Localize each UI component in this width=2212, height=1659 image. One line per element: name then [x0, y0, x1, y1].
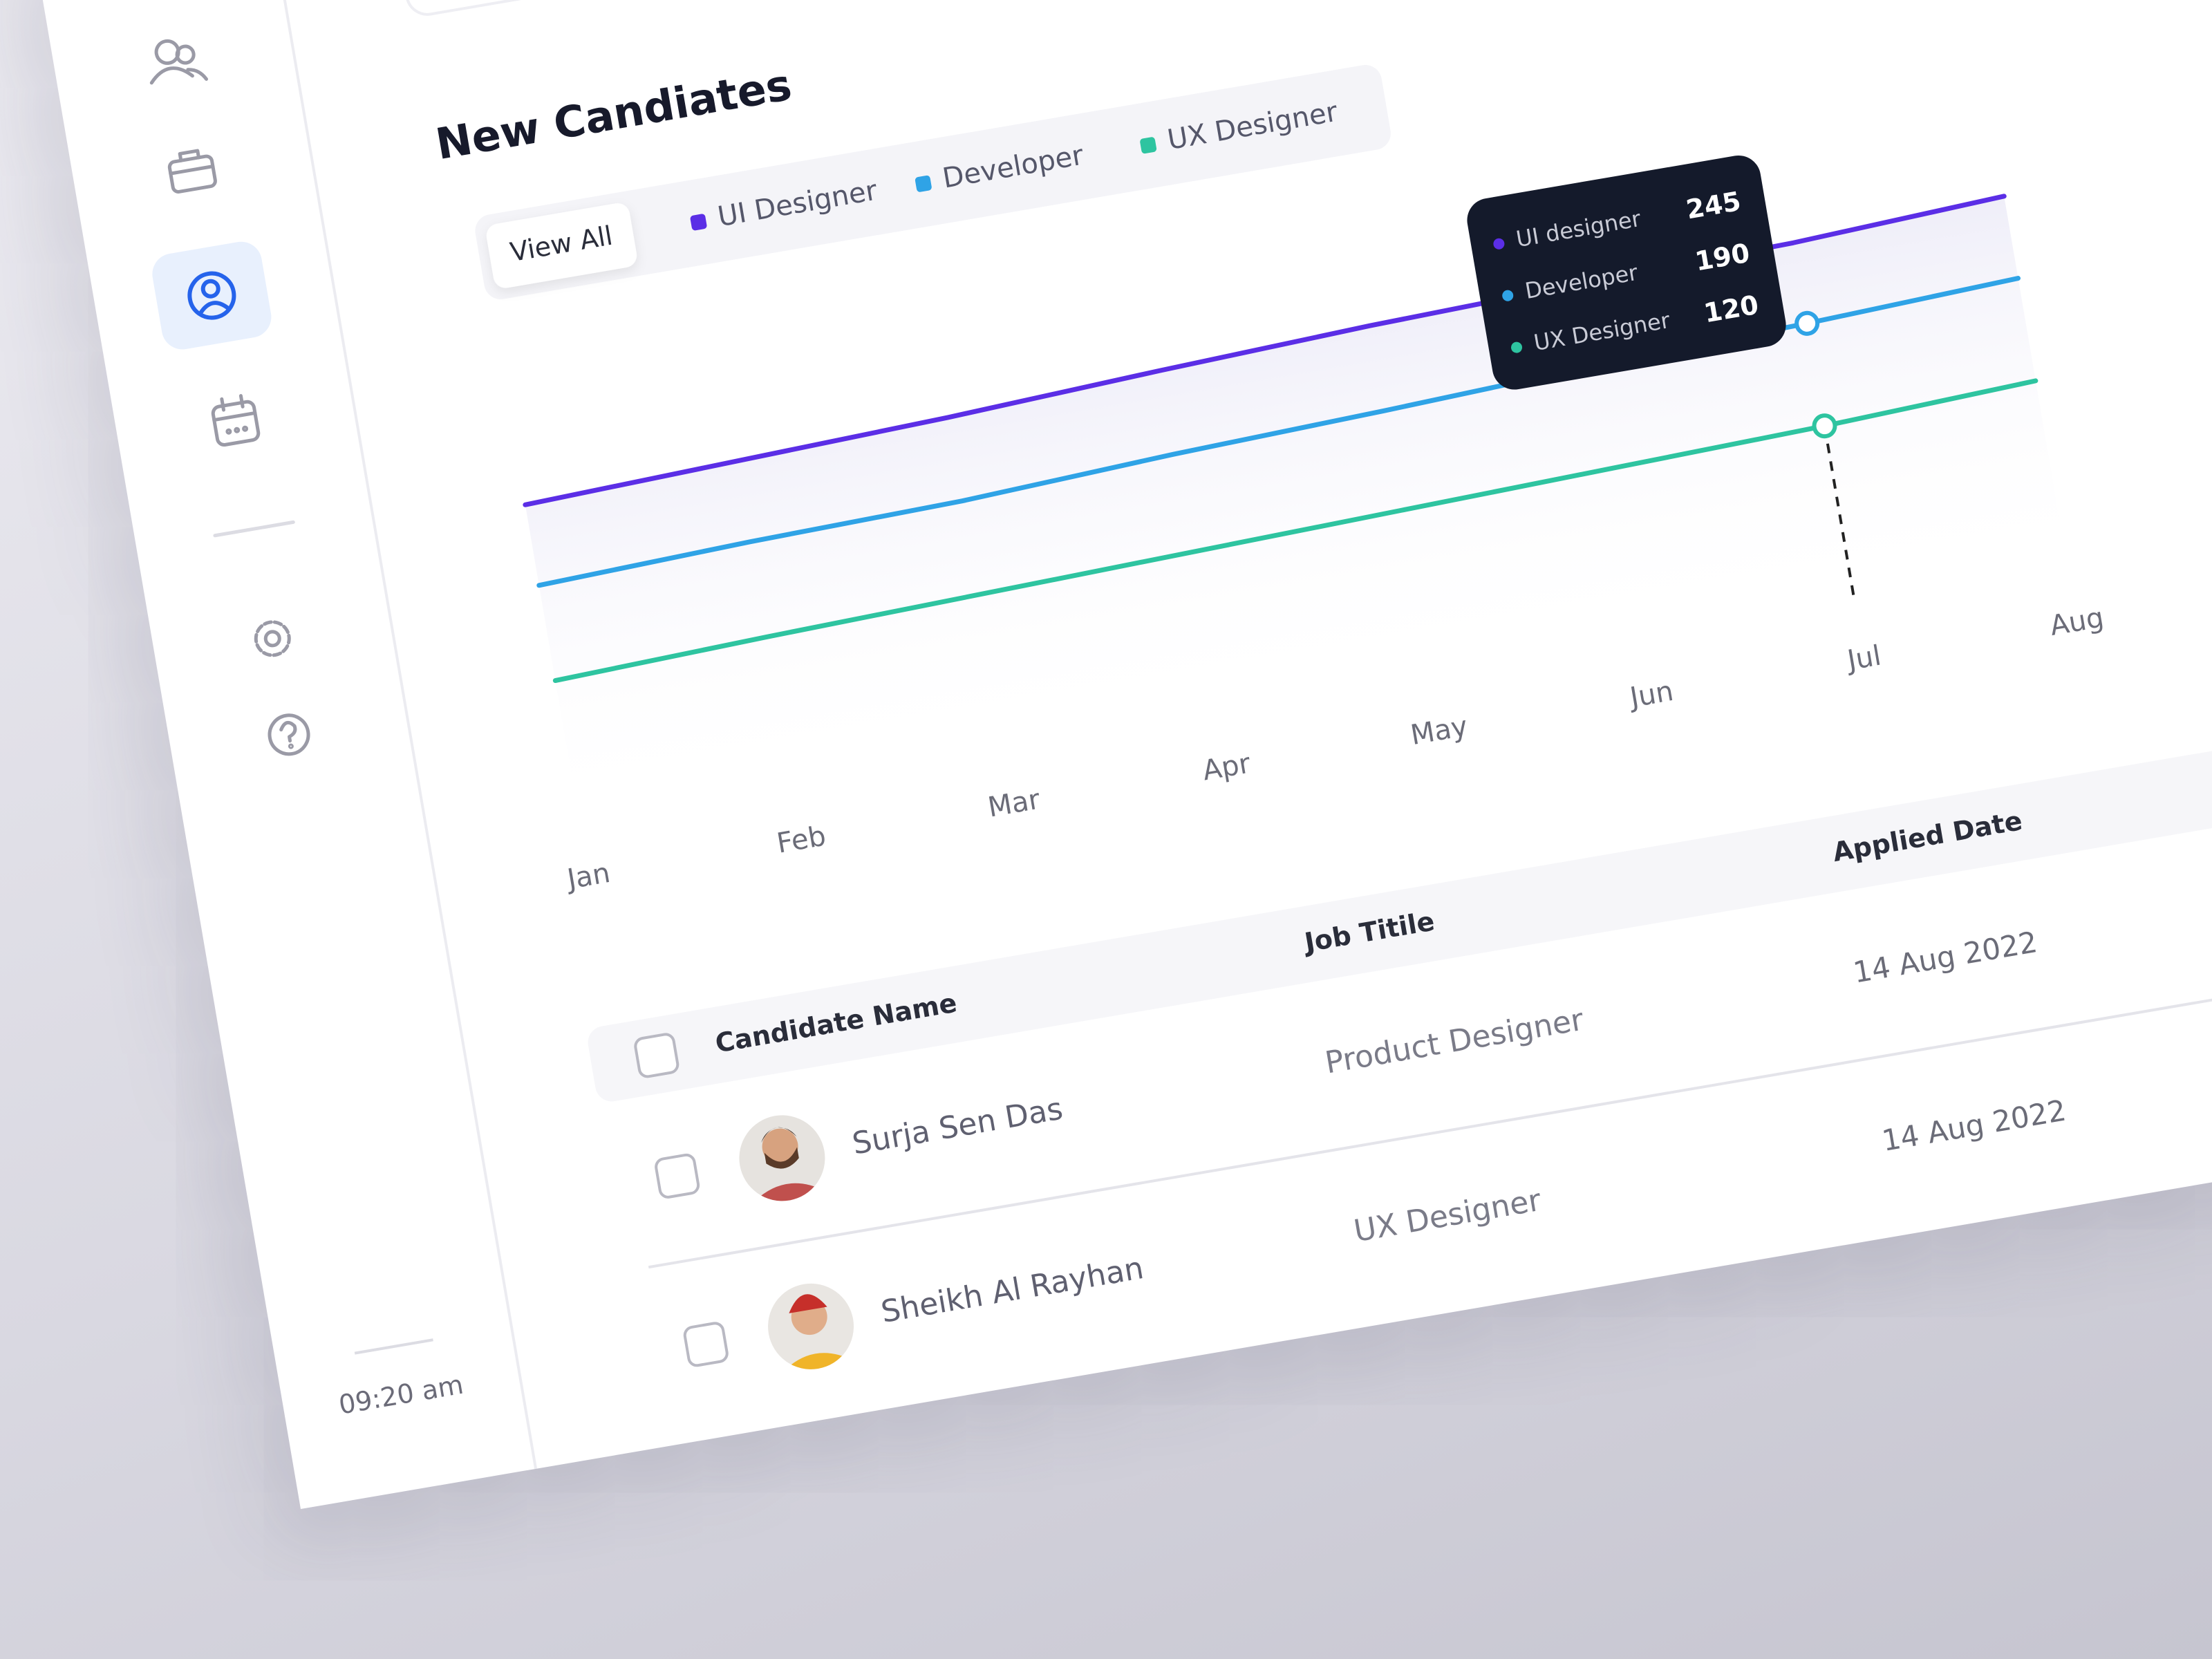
x-tick-label: Feb: [774, 820, 828, 859]
legend-swatch: [915, 175, 932, 192]
applied-date: 14 Aug 2022: [1850, 925, 2039, 990]
tooltip-dot: [1502, 290, 1514, 301]
legend-swatch: [690, 214, 707, 231]
nav-candidates-active[interactable]: [149, 238, 274, 353]
summary-card: [375, 0, 1908, 16]
row-checkbox[interactable]: [655, 1153, 700, 1199]
button-bg: [486, 203, 637, 288]
view-all-button[interactable]: View All: [485, 201, 639, 290]
job-title: Product Designer: [1322, 1002, 1586, 1080]
row-checkbox[interactable]: [683, 1322, 729, 1367]
x-tick-label: Jun: [1626, 675, 1676, 714]
candidate-name: Surja Sen Das: [850, 1091, 1065, 1161]
table-header: [588, 693, 2212, 1102]
sidebar-divider: [213, 520, 295, 538]
hover-point: [1794, 310, 1820, 336]
dashboard-card: 09:20 am New Candiates View All UI Desig…: [145, 0, 2212, 1470]
x-tick-label: May: [1408, 711, 1470, 751]
x-tick-label: Jan: [563, 857, 612, 896]
tooltip-dot: [1511, 341, 1523, 353]
hover-point: [1812, 413, 1837, 439]
tooltip-dot: [1493, 238, 1505, 250]
hover-guide: [1823, 425, 1856, 602]
x-tick-label: Mar: [986, 783, 1043, 823]
tooltip-bg: [1467, 155, 1786, 390]
candidate-name: Sheikh Al Rayhan: [879, 1250, 1146, 1330]
nav-jobs-icon[interactable]: [167, 149, 217, 194]
nav-calendar-icon[interactable]: [211, 394, 261, 447]
avatar: [761, 1277, 861, 1376]
nav-settings-icon[interactable]: [254, 619, 292, 657]
x-tick-label: Jul: [1843, 640, 1883, 677]
nav-users-icon[interactable]: [145, 35, 209, 88]
legend-bar: [475, 64, 1391, 299]
avatar: [732, 1108, 832, 1208]
row-separator: [648, 934, 2212, 1269]
legend-swatch: [1140, 137, 1157, 154]
dashboard: 09:20 am New Candiates View All UI Desig…: [145, 0, 2212, 1470]
chart-title: New Candiates: [432, 59, 795, 170]
series-line: [552, 378, 2038, 684]
select-all-checkbox[interactable]: [634, 1033, 679, 1078]
job-title: UX Designer: [1351, 1183, 1544, 1249]
area-fill: [525, 196, 2068, 820]
clock-time: 09:20 am: [337, 1369, 466, 1421]
x-tick-label: Aug: [2047, 601, 2106, 642]
x-tick-label: Apr: [1200, 747, 1253, 787]
nav-help-icon[interactable]: [267, 713, 312, 758]
applied-date: 14 Aug 2022: [1880, 1093, 2068, 1158]
sidebar-divider: [354, 1338, 433, 1355]
sidebar-border: [232, 0, 538, 1470]
